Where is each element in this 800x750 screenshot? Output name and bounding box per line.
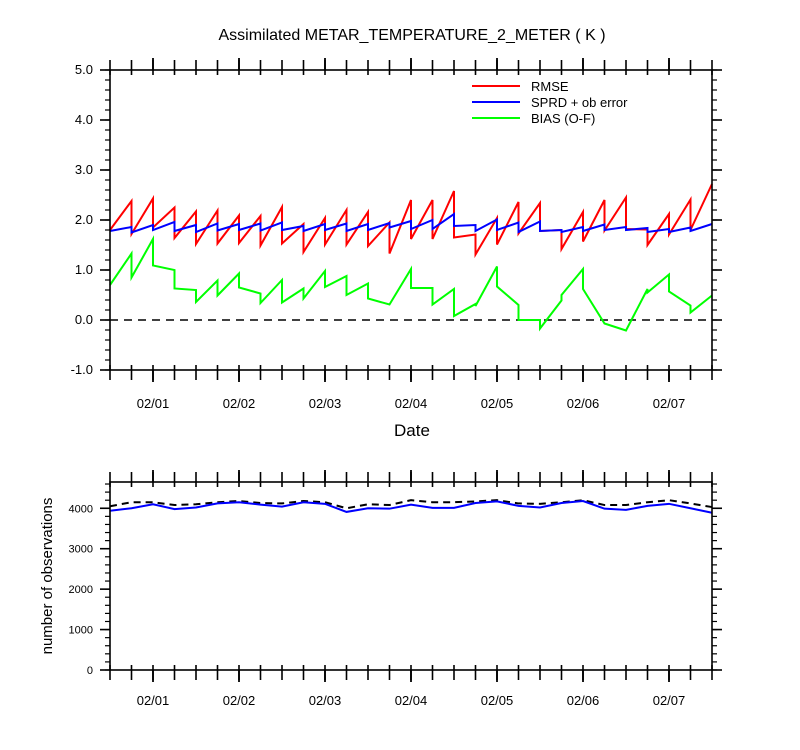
top-x-tick-label: 02/07 <box>653 396 686 411</box>
top-y-tick-label: 2.0 <box>75 212 93 227</box>
bottom-panel: 02/01 02/02 02/03 02/04 02/05 02/06 02/07 0 1000… <box>39 470 722 708</box>
top-y-tick-label: 4.0 <box>75 112 93 127</box>
bottom-y-tick-label: 3000 <box>69 544 93 556</box>
obs-line-series-1 <box>109 499 713 514</box>
bottom-x-tick-label: 02/02 <box>223 693 256 708</box>
legend-label-rmse: RMSE <box>531 79 569 94</box>
legend-label-bias-o-f: BIAS (O-F) <box>531 111 595 126</box>
bottom-x-tick-label: 02/01 <box>137 693 170 708</box>
top-x-tick-label: 02/02 <box>223 396 256 411</box>
y-axis-label-observations: number of observations <box>39 498 56 655</box>
obs-line-series-0 <box>109 499 713 510</box>
top-series <box>109 183 713 332</box>
top-x-tick-label: 02/04 <box>395 396 428 411</box>
line-sprd-ob-error <box>109 212 713 234</box>
x-axis-label: Date <box>394 421 430 440</box>
top-x-tick-label: 02/03 <box>309 396 342 411</box>
bottom-x-tick-label: 02/06 <box>567 693 600 708</box>
bottom-y-tick-label: 2000 <box>69 584 93 596</box>
bottom-x-tick-label: 02/03 <box>309 693 342 708</box>
bottom-x-tick-label: 02/07 <box>653 693 686 708</box>
bottom-y-tick-label: 0 <box>87 665 93 677</box>
top-panel: Assimilated METAR_TEMPERATURE_2_METER ( … <box>71 27 722 440</box>
top-y-tick-label: 1.0 <box>75 262 93 277</box>
top-y-tick-label: 3.0 <box>75 162 93 177</box>
bottom-y-tick-label: 1000 <box>69 625 93 637</box>
bottom-x-tick-label: 02/04 <box>395 693 428 708</box>
line-bias-o-f <box>109 235 713 332</box>
observation-series <box>109 499 713 514</box>
top-x-tick-label: 02/06 <box>567 396 600 411</box>
bottom-y-tick-label: 4000 <box>69 503 93 515</box>
top-x-tick-label: 02/01 <box>137 396 170 411</box>
top-y-tick-label: -1.0 <box>71 362 93 377</box>
top-x-tick-label: 02/05 <box>481 396 514 411</box>
bottom-x-tick-label: 02/05 <box>481 693 514 708</box>
top-y-tick-label: 0.0 <box>75 312 93 327</box>
line-rmse <box>109 183 713 259</box>
top-y-tick-label: 5.0 <box>75 62 93 77</box>
chart-title: Assimilated METAR_TEMPERATURE_2_METER ( … <box>218 27 605 44</box>
legend-label-sprd-ob-error: SPRD + ob error <box>531 95 628 110</box>
